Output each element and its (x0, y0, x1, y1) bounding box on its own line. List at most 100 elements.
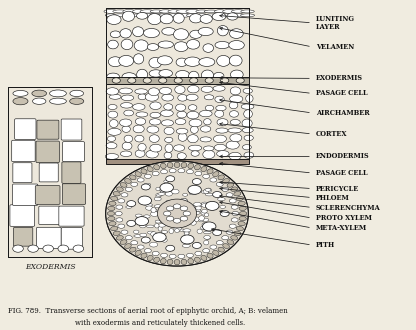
Ellipse shape (239, 216, 246, 221)
Ellipse shape (160, 14, 173, 24)
Ellipse shape (131, 14, 146, 17)
Ellipse shape (243, 145, 251, 150)
Ellipse shape (135, 118, 146, 125)
Ellipse shape (191, 126, 198, 133)
Ellipse shape (125, 187, 132, 191)
Ellipse shape (187, 111, 199, 119)
Ellipse shape (150, 112, 161, 118)
Text: ENDODERMIS: ENDODERMIS (316, 152, 370, 160)
FancyBboxPatch shape (37, 227, 61, 248)
Ellipse shape (161, 258, 166, 264)
Ellipse shape (215, 96, 224, 103)
Ellipse shape (140, 10, 155, 13)
Ellipse shape (201, 70, 213, 80)
Ellipse shape (158, 224, 166, 227)
Ellipse shape (213, 229, 222, 236)
Ellipse shape (109, 201, 116, 206)
Bar (106, 159, 249, 164)
Ellipse shape (198, 216, 205, 220)
Ellipse shape (194, 209, 201, 212)
Ellipse shape (180, 198, 187, 202)
Ellipse shape (213, 250, 219, 255)
Text: SCLERENCHYMA: SCLERENCHYMA (316, 204, 381, 212)
Ellipse shape (149, 119, 161, 125)
Ellipse shape (137, 245, 144, 249)
Ellipse shape (138, 196, 151, 205)
Ellipse shape (159, 70, 173, 77)
Ellipse shape (58, 245, 69, 252)
Ellipse shape (163, 211, 171, 216)
Ellipse shape (180, 229, 185, 232)
Text: PROTO XYLEM: PROTO XYLEM (316, 214, 372, 222)
Ellipse shape (181, 209, 187, 214)
Ellipse shape (50, 98, 67, 104)
Ellipse shape (122, 142, 132, 150)
Ellipse shape (165, 144, 173, 152)
Ellipse shape (176, 10, 191, 13)
Ellipse shape (141, 253, 147, 258)
Ellipse shape (125, 244, 131, 248)
Ellipse shape (105, 153, 119, 159)
Ellipse shape (116, 187, 123, 191)
Ellipse shape (185, 57, 201, 66)
Ellipse shape (120, 182, 127, 187)
Ellipse shape (222, 14, 237, 17)
Ellipse shape (162, 94, 173, 101)
Ellipse shape (158, 226, 162, 231)
Ellipse shape (179, 224, 186, 226)
Ellipse shape (109, 119, 118, 127)
Ellipse shape (239, 212, 247, 215)
Ellipse shape (203, 44, 213, 52)
FancyBboxPatch shape (35, 185, 60, 204)
Text: EXODERMIS: EXODERMIS (25, 263, 75, 271)
Ellipse shape (213, 172, 219, 177)
Ellipse shape (32, 98, 46, 104)
Ellipse shape (135, 250, 141, 255)
Ellipse shape (196, 10, 208, 13)
Ellipse shape (166, 216, 174, 221)
Ellipse shape (112, 78, 120, 83)
Ellipse shape (172, 215, 177, 220)
Ellipse shape (234, 191, 241, 196)
Ellipse shape (168, 10, 181, 13)
Ellipse shape (200, 137, 211, 142)
Ellipse shape (174, 227, 181, 232)
Ellipse shape (190, 220, 196, 225)
Circle shape (106, 161, 248, 266)
Ellipse shape (217, 55, 230, 66)
Ellipse shape (121, 230, 128, 234)
Ellipse shape (226, 230, 233, 234)
Ellipse shape (195, 257, 201, 262)
Ellipse shape (134, 230, 139, 234)
Ellipse shape (158, 41, 173, 48)
Ellipse shape (197, 229, 202, 234)
Ellipse shape (128, 202, 136, 205)
Ellipse shape (206, 188, 211, 193)
Ellipse shape (205, 236, 210, 240)
Ellipse shape (205, 14, 218, 17)
Ellipse shape (147, 126, 159, 133)
Ellipse shape (116, 218, 123, 222)
Bar (106, 84, 249, 162)
Ellipse shape (166, 176, 175, 182)
Ellipse shape (205, 78, 213, 83)
Ellipse shape (108, 111, 118, 118)
Ellipse shape (150, 144, 162, 152)
Ellipse shape (231, 187, 238, 191)
Ellipse shape (129, 247, 136, 252)
Ellipse shape (203, 222, 216, 231)
Ellipse shape (236, 226, 243, 231)
Ellipse shape (169, 229, 173, 234)
FancyBboxPatch shape (39, 206, 60, 224)
Ellipse shape (164, 180, 168, 183)
Ellipse shape (195, 165, 201, 170)
Ellipse shape (228, 128, 241, 133)
Ellipse shape (128, 78, 136, 83)
Ellipse shape (192, 243, 201, 248)
Ellipse shape (213, 86, 225, 91)
Ellipse shape (223, 179, 230, 183)
Ellipse shape (166, 206, 174, 211)
Ellipse shape (186, 14, 199, 17)
FancyBboxPatch shape (62, 162, 81, 183)
Ellipse shape (203, 189, 209, 194)
